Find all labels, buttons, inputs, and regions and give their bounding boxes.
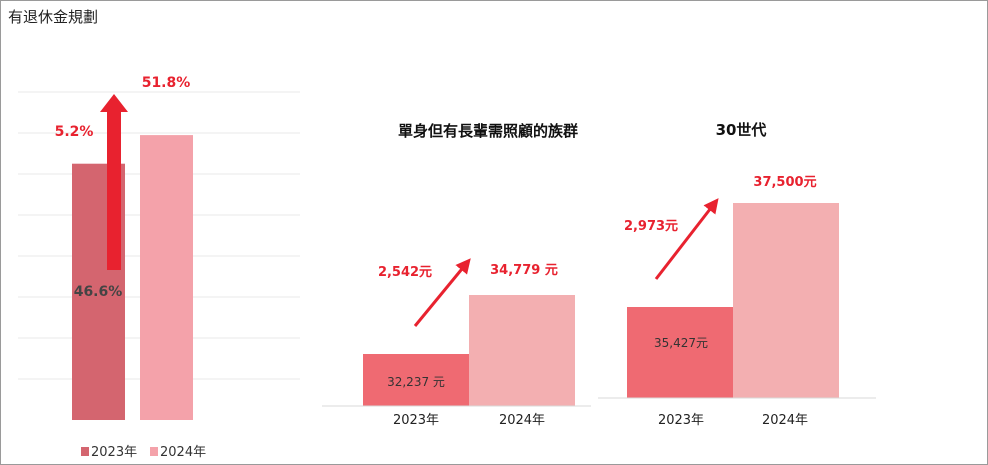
chart3-bars — [627, 203, 839, 398]
chart3-title: 30世代 — [716, 121, 767, 139]
chart1-change-label: 5.2% — [55, 124, 94, 140]
chart3-bar-2024 — [733, 203, 839, 398]
chart1-bar-2024 — [140, 135, 193, 420]
chart2-tick-2024: 2024年 — [499, 413, 545, 428]
chart2-change-label: 2,542元 — [378, 265, 432, 280]
chart2-value-label-2023: 32,237 元 — [387, 375, 445, 389]
chart3-change-label: 2,973元 — [624, 219, 678, 234]
page-title: 有退休金規劃 — [8, 8, 99, 26]
chart3-tick-2024: 2024年 — [762, 413, 808, 428]
chart1-arrow-shaft — [107, 110, 121, 270]
chart2-arrow — [413, 258, 471, 327]
chart3-bar-2023 — [627, 307, 733, 398]
chart2-tick-2023: 2023年 — [393, 413, 439, 428]
chart3-value-label-2023: 35,427元 — [654, 336, 708, 350]
chart2-bar-2024 — [469, 295, 575, 406]
legend-label-2023: 2023年 — [91, 445, 137, 460]
legend-swatch-2024 — [150, 447, 158, 456]
chart1-value-label-2023: 46.6% — [74, 284, 123, 300]
legend-swatch-2023 — [81, 447, 89, 456]
chart2-bars — [363, 295, 575, 406]
chart1-arrow-head — [100, 94, 128, 112]
chart1-bars — [72, 135, 193, 420]
chart2-value-label-2024: 34,779 元 — [490, 263, 558, 278]
chart3-tick-2023: 2023年 — [658, 413, 704, 428]
chart3-arrow — [654, 198, 719, 280]
chart2-bar-2023 — [363, 354, 469, 406]
chart1-value-label-2024: 51.8% — [142, 75, 191, 91]
chart3-value-label-2024: 37,500元 — [753, 175, 816, 190]
legend-label-2024: 2024年 — [160, 445, 206, 460]
chart2-title: 單身但有長輩需照顧的族群 — [398, 122, 578, 140]
